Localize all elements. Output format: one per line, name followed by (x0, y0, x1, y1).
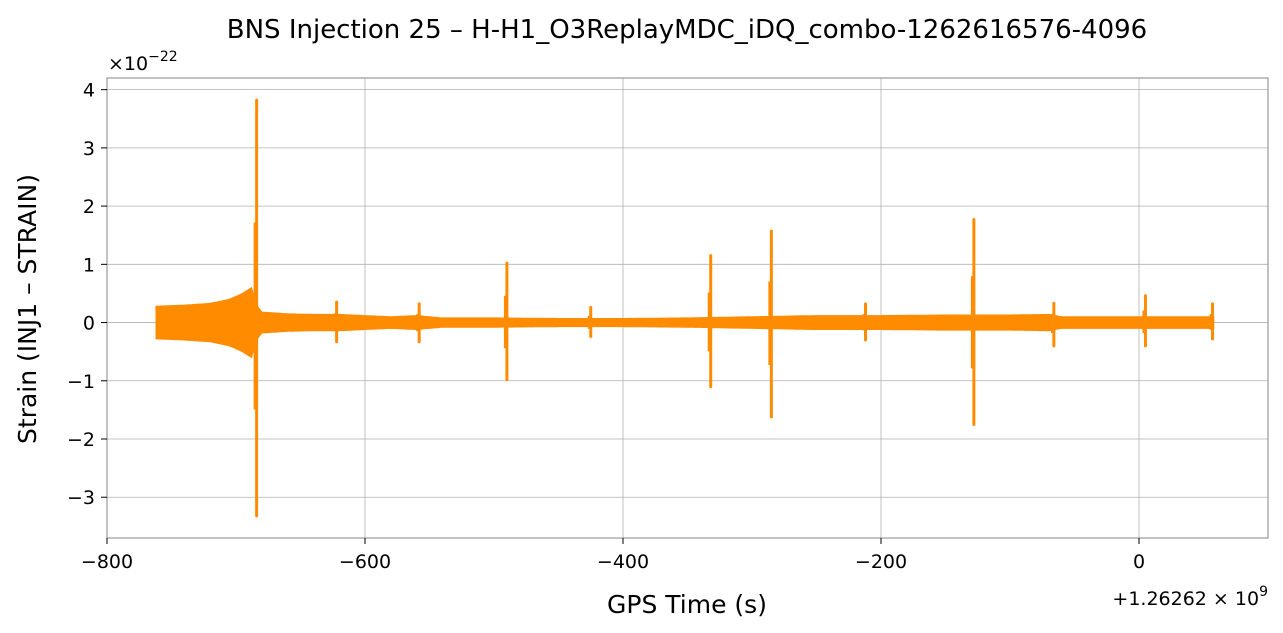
plot-area (155, 98, 1215, 518)
x-tick-label: −600 (339, 551, 391, 573)
axes-frame (106, 77, 1269, 539)
x-axis-label: GPS Time (s) (607, 590, 767, 619)
x-tick-label: −400 (597, 551, 649, 573)
x-tick-label: −200 (855, 551, 907, 573)
y-scale-label: ×10−22 (108, 49, 178, 75)
y-tick-label: 1 (83, 254, 95, 276)
x-tick-label: −800 (81, 551, 133, 573)
x-offset-exponent: 9 (1259, 584, 1268, 600)
y-tick-label: 4 (83, 80, 95, 102)
y-axis-label: Strain (INJ1 – STRAIN) (13, 174, 42, 444)
y-tick-label: 0 (83, 313, 95, 335)
chart-title: BNS Injection 25 – H-H1_O3ReplayMDC_iDQ_… (227, 15, 1147, 45)
y-scale-multiplier: ×10 (108, 53, 148, 75)
y-tick-label: −1 (67, 371, 95, 393)
x-offset-mantissa: +1.26262 × 10 (1112, 588, 1259, 610)
y-tick-label: −3 (67, 487, 95, 509)
x-tick-label: 0 (1133, 551, 1145, 573)
y-tick-label: 3 (83, 138, 95, 160)
y-tick-label: 2 (83, 196, 95, 218)
strain-series-line (155, 290, 1215, 356)
x-offset-label: +1.26262 × 109 (1112, 584, 1268, 610)
y-tick-label: −2 (67, 429, 95, 451)
y-scale-exponent: −22 (148, 49, 178, 65)
axis-ticks: −800 −600 −400 −200 0 −3 −2 −1 0 1 2 3 4 (67, 80, 1145, 573)
